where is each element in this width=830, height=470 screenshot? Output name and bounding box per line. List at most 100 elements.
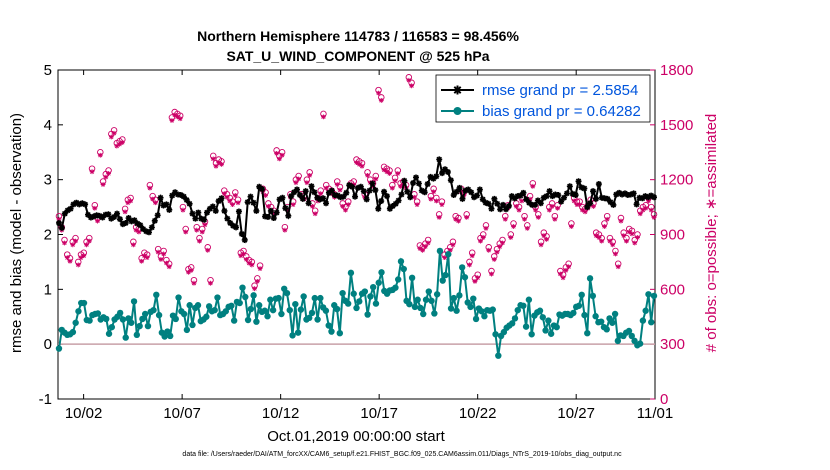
bias-marker (539, 314, 546, 321)
obs-assimilated-marker (252, 286, 257, 292)
legend-label: rmse grand pr = 2.5854 (482, 82, 638, 99)
bias-marker (545, 317, 552, 324)
bias-marker (275, 294, 282, 302)
bias-marker (436, 247, 444, 255)
obs-assimilated-marker (420, 247, 426, 253)
rmse-marker (67, 205, 74, 212)
bias-marker (400, 265, 407, 273)
bias-marker (136, 322, 143, 330)
bias-marker (294, 329, 302, 336)
rmse-marker (215, 198, 222, 205)
obs-assimilated-marker (651, 214, 657, 220)
bias-marker (80, 299, 88, 307)
rmse-marker (140, 226, 147, 233)
obs-assimilated-marker (241, 251, 246, 257)
obs-assimilated-marker (130, 242, 136, 248)
rmse-marker (392, 200, 399, 207)
rmse-marker (366, 187, 373, 194)
obs-assimilated-marker (312, 211, 318, 217)
obs-assimilated-marker (428, 196, 434, 202)
rmse-marker (627, 191, 634, 198)
bias-marker (180, 310, 188, 318)
obs-assimilated-marker (519, 198, 525, 204)
rmse-marker (125, 215, 132, 222)
rmse-marker (453, 188, 460, 195)
y-right-tick-label: 1500 (660, 117, 693, 134)
rmse-marker (433, 173, 440, 180)
bias-marker (269, 306, 277, 314)
obs-assimilated-marker (282, 227, 288, 233)
bias-marker (431, 310, 438, 317)
rmse-marker (253, 207, 260, 214)
bias-marker (472, 315, 480, 323)
bias-marker (445, 251, 452, 258)
rmse-marker (430, 175, 437, 182)
obs-assimilated-marker (186, 269, 191, 275)
rmse-marker (317, 196, 324, 203)
obs-assimilated-marker (478, 238, 483, 244)
rmse-marker (386, 205, 393, 212)
bias-marker (428, 297, 435, 305)
bias-marker (292, 300, 299, 308)
rmse-marker (85, 211, 92, 218)
obs-assimilated-marker (527, 196, 533, 202)
bias-marker (186, 302, 193, 309)
rmse-marker (244, 199, 251, 206)
bias-marker (153, 291, 160, 299)
bias-marker (406, 300, 413, 308)
obs-assimilated-marker (624, 238, 629, 244)
obs-assimilated-marker (296, 176, 302, 182)
rmse-marker (616, 189, 623, 196)
obs-assimilated-marker (219, 161, 224, 167)
obs-assimilated-marker (161, 251, 167, 257)
rmse-marker (526, 199, 533, 206)
obs-assimilated-marker (480, 235, 486, 240)
obs-assimilated-marker (321, 114, 326, 120)
rmse-marker (166, 206, 173, 213)
rmse-marker (264, 213, 271, 220)
obs-assimilated-marker (70, 242, 76, 248)
bias-marker (589, 292, 597, 300)
rmse-marker (450, 192, 457, 199)
rmse-marker (607, 199, 614, 206)
rmse-marker (119, 221, 126, 228)
obs-assimilated-marker (290, 202, 296, 207)
obs-assimilated-marker (86, 238, 92, 244)
rmse-marker (131, 217, 138, 224)
rmse-marker (114, 210, 121, 217)
rmse-marker (227, 219, 234, 226)
bias-marker (105, 330, 113, 337)
rmse-marker (523, 196, 530, 203)
bias-marker (514, 306, 521, 314)
obs-assimilated-marker (538, 242, 544, 248)
rmse-marker (511, 195, 518, 202)
rmse-marker (476, 186, 483, 193)
bias-marker (317, 294, 324, 302)
rmse-marker (259, 185, 266, 192)
rmse-marker (73, 199, 80, 206)
bias-marker (536, 307, 544, 314)
y-right-tick-label: 900 (660, 227, 685, 244)
rmse-marker (302, 188, 309, 195)
obs-assimilated-marker (533, 207, 538, 213)
x-tick-label: 11/01 (637, 405, 673, 422)
bias-marker (250, 292, 257, 299)
rmse-marker (340, 193, 347, 200)
bias-marker (547, 330, 555, 337)
rmse-marker (378, 198, 385, 205)
rmse-marker (482, 199, 489, 206)
bias-marker (205, 303, 213, 310)
obs-assimilated-marker (577, 202, 583, 207)
plot-area: 10/02 10/07 10/12 10/17 10/22 10/27 11/01-1012… (39, 62, 694, 422)
rmse-marker (183, 196, 190, 203)
rmse-marker (395, 197, 402, 204)
bias-marker (458, 264, 466, 271)
rmse-marker (575, 178, 582, 185)
rmse-marker (630, 190, 637, 197)
obs-assimilated-marker (469, 253, 475, 259)
bias-marker (397, 258, 405, 265)
obs-assimilated-marker (489, 271, 494, 277)
rmse-marker (204, 209, 211, 216)
obs-assimilated-marker (62, 240, 67, 246)
obs-assimilated-marker (439, 202, 445, 207)
